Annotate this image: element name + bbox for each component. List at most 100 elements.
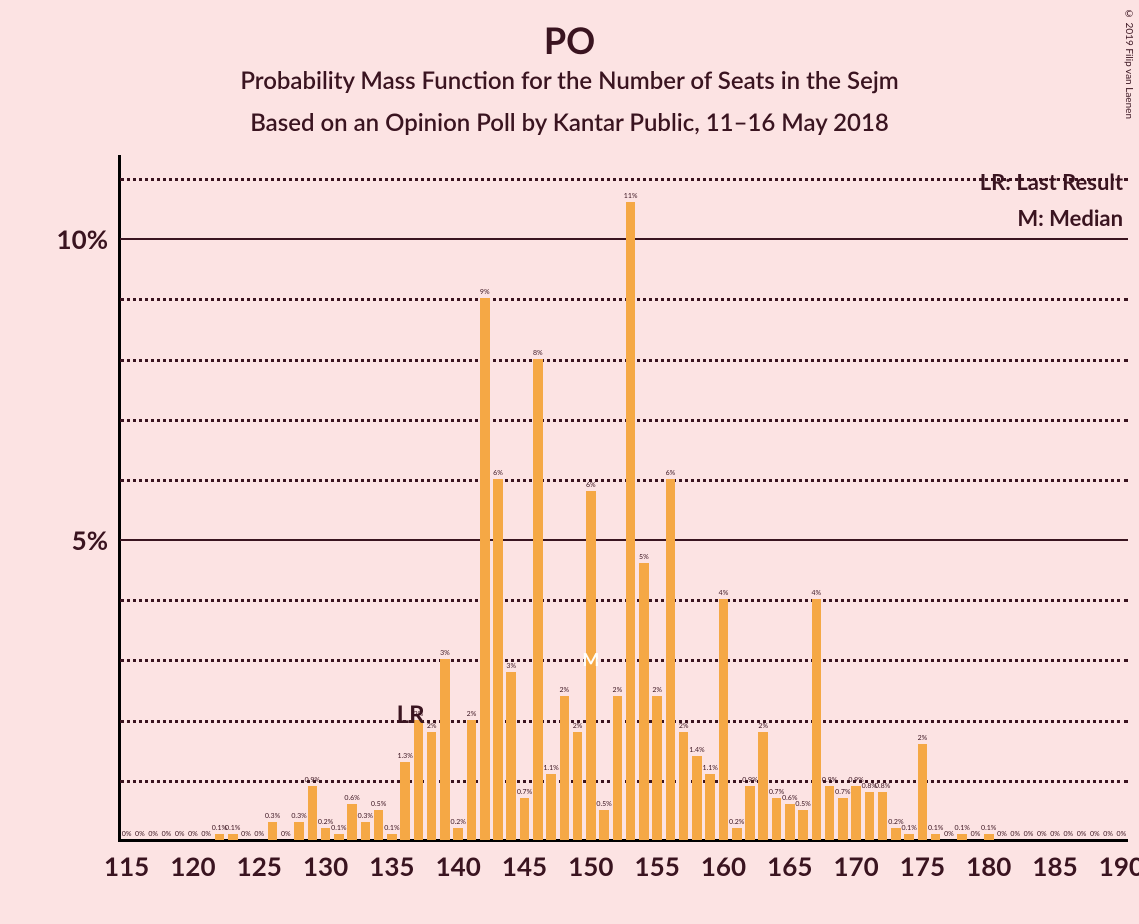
gridline-minor	[120, 359, 1128, 362]
bar	[639, 563, 649, 840]
bar-value-label: 0.1%	[981, 824, 996, 832]
bar-value-label: 0.2%	[729, 818, 744, 826]
bar-value-label: 0%	[162, 830, 172, 838]
bar-value-label: 5%	[639, 553, 649, 561]
bar	[918, 744, 928, 840]
lr-marker: LR	[397, 700, 425, 729]
bar-value-label: 0.3%	[265, 812, 280, 820]
chart-subtitle-2: Based on an Opinion Poll by Kantar Publi…	[0, 108, 1139, 137]
bar-value-label: 0%	[281, 830, 291, 838]
x-tick-label: 115	[93, 850, 159, 882]
gridline-minor	[120, 479, 1128, 482]
bar-value-label: 6%	[586, 481, 596, 489]
bar-value-label: 0.5%	[596, 800, 611, 808]
bar	[878, 792, 888, 840]
bar	[215, 834, 225, 840]
bar-value-label: 0.9%	[305, 776, 320, 784]
bar-value-label: 0%	[254, 830, 264, 838]
bar-value-label: 0%	[1103, 830, 1113, 838]
gridline-minor	[120, 298, 1128, 301]
gridline-major	[120, 539, 1128, 541]
bar-value-label: 0.2%	[451, 818, 466, 826]
bar	[400, 762, 410, 840]
bar	[294, 822, 304, 840]
bar-value-label: 6%	[493, 469, 503, 477]
gridline-minor	[120, 419, 1128, 422]
bar-value-label: 8%	[533, 349, 543, 357]
bar-value-label: 1.1%	[543, 764, 558, 772]
bar-value-label: 0.3%	[358, 812, 373, 820]
bar	[838, 798, 848, 840]
bar-value-label: 2%	[918, 734, 928, 742]
bar-value-label: 9%	[480, 288, 490, 296]
bar-value-label: 0%	[1024, 830, 1034, 838]
y-tick-label: 10%	[57, 223, 108, 255]
bar	[931, 834, 941, 840]
bar-value-label: 0%	[1037, 830, 1047, 838]
bar	[520, 798, 530, 840]
bar	[984, 834, 994, 840]
bar-value-label: 0%	[1050, 830, 1060, 838]
bar	[812, 599, 822, 840]
bar	[453, 828, 463, 840]
bar-value-label: 11%	[624, 192, 638, 200]
chart-subtitle-1: Probability Mass Function for the Number…	[0, 66, 1139, 95]
bar-value-label: 0%	[148, 830, 158, 838]
bar	[228, 834, 238, 840]
bar	[533, 359, 543, 840]
bar-value-label: 4%	[811, 589, 821, 597]
bar-value-label: 0.7%	[517, 788, 532, 796]
bar	[666, 479, 676, 840]
gridline-major	[120, 238, 1128, 240]
gridline-minor	[120, 659, 1128, 662]
bar	[347, 804, 357, 840]
bar	[679, 732, 689, 840]
bar-value-label: 0%	[122, 830, 132, 838]
bar	[493, 479, 503, 840]
bar	[480, 298, 490, 840]
bar-value-label: 0%	[944, 830, 954, 838]
bar-value-label: 0%	[1117, 830, 1127, 838]
bar	[705, 774, 715, 840]
bar	[506, 672, 516, 840]
bar-value-label: 0%	[1063, 830, 1073, 838]
bar	[387, 834, 397, 840]
bar-value-label: 2%	[613, 686, 623, 694]
chart-canvas: PO Probability Mass Function for the Num…	[0, 0, 1139, 924]
bar-value-label: 0.8%	[875, 782, 890, 790]
bar-value-label: 0%	[1077, 830, 1087, 838]
x-tick-label: 145	[491, 850, 557, 882]
bar	[467, 720, 477, 840]
bar-value-label: 0%	[1010, 830, 1020, 838]
bar	[626, 202, 636, 840]
x-tick-label: 160	[690, 850, 756, 882]
bar-value-label: 0.5%	[371, 800, 386, 808]
bar-value-label: 0%	[1090, 830, 1100, 838]
bar	[692, 756, 702, 840]
bar	[865, 792, 875, 840]
x-tick-label: 185	[1022, 850, 1088, 882]
bar-value-label: 0%	[971, 830, 981, 838]
bar	[374, 810, 384, 840]
bar-value-label: 0%	[175, 830, 185, 838]
bar	[427, 732, 437, 840]
bar	[560, 696, 570, 840]
bar-value-label: 3%	[440, 649, 450, 657]
bar-value-label: 0.1%	[901, 824, 916, 832]
bar	[891, 828, 901, 840]
bar-value-label: 0.1%	[331, 824, 346, 832]
bar	[772, 798, 782, 840]
bar	[414, 720, 424, 840]
x-tick-label: 170	[823, 850, 889, 882]
bar-value-label: 2%	[573, 722, 583, 730]
bar	[308, 786, 318, 840]
gridline-minor	[120, 599, 1128, 602]
x-tick-label: 180	[956, 850, 1022, 882]
gridline-minor	[120, 720, 1128, 723]
bar-value-label: 0.3%	[291, 812, 306, 820]
x-tick-label: 140	[425, 850, 491, 882]
bar-value-label: 0.1%	[955, 824, 970, 832]
bar	[719, 599, 729, 840]
bar-value-label: 0.9%	[742, 776, 757, 784]
bar	[573, 732, 583, 840]
